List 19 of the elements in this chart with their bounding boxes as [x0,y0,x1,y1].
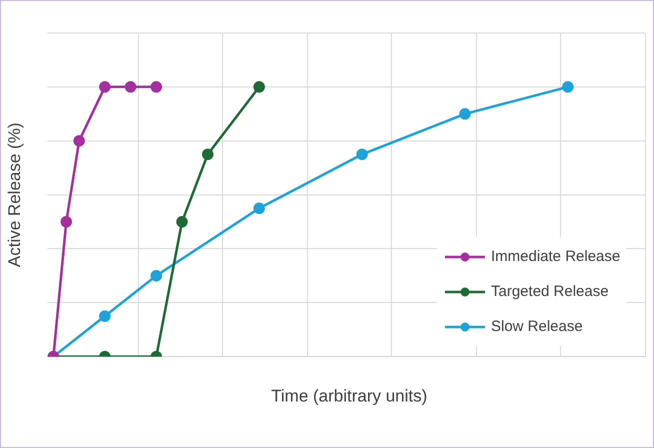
point [150,81,162,93]
point [124,81,136,93]
point [356,148,368,160]
point [253,81,265,93]
point [150,270,162,282]
point [99,310,111,322]
legend-label: Immediate Release [491,248,620,265]
point [176,216,188,228]
point [202,148,214,160]
y-axis-title: Active Release (%) [4,122,24,268]
legend-label: Slow Release [491,318,583,335]
point [60,216,72,228]
legend-label: Targeted Release [491,283,609,300]
point [73,135,85,147]
point [562,81,574,93]
x-axis-title: Time (arbitrary units) [271,386,428,406]
point [253,202,265,214]
point [99,81,111,93]
point [459,108,471,120]
